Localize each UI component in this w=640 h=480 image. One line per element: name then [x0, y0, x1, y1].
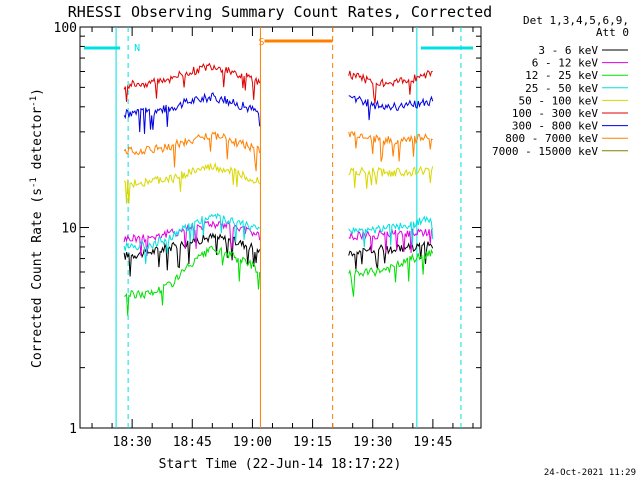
y-axis-label-sup2: -1: [29, 96, 39, 107]
legend-label-7: 800 - 7000 keV: [505, 132, 598, 145]
y-axis-label-end: ): [30, 88, 45, 96]
annotations: NS: [84, 27, 473, 428]
series-line-2: [348, 248, 434, 297]
series-line-4: [348, 165, 434, 189]
legend-label-2: 12 - 25 keV: [525, 69, 598, 82]
plot-frame: [79, 26, 482, 429]
annotation-label-s: S: [258, 37, 264, 48]
series-line-0: [348, 240, 434, 270]
y-axis-label-main: Corrected Count Rate (s: [30, 188, 45, 368]
x-tick-label: 18:45: [173, 435, 212, 450]
series-line-7: [123, 131, 261, 172]
x-tick-label: 19:30: [353, 435, 392, 450]
series-line-3: [348, 215, 434, 248]
x-tick-label: 19:45: [413, 435, 452, 450]
x-axis-label: Start Time (22-Jun-14 18:17:22): [159, 457, 402, 472]
chart-title: RHESSI Observing Summary Count Rates, Co…: [68, 3, 492, 21]
x-tick-label: 19:15: [293, 435, 332, 450]
series-line-5: [123, 62, 261, 102]
series-line-7: [348, 130, 433, 162]
series-line-6: [348, 95, 434, 121]
series-line-5: [348, 69, 433, 104]
series-line-1: [348, 227, 434, 254]
legend-label-6: 300 - 800 keV: [512, 120, 598, 133]
series-line-6: [123, 92, 261, 134]
series-line-3: [123, 212, 260, 264]
legend-header: Det 1,3,4,5,6,9,: [523, 14, 629, 27]
y-tick-label: 100: [54, 21, 77, 36]
legend-header: Att 0: [596, 26, 629, 39]
legend-label-5: 100 - 300 keV: [512, 107, 598, 120]
y-axis: 1 10 100: [54, 21, 481, 437]
legend-label-8: 7000 - 15000 keV: [492, 145, 598, 158]
series-layer: [123, 62, 434, 316]
y-axis-label-mid: detector: [30, 107, 45, 178]
annotation-label-n: N: [134, 43, 140, 54]
legend-label-1: 6 - 12 keV: [532, 57, 599, 70]
series-line-2: [123, 245, 261, 316]
x-tick-label: 18:30: [113, 435, 152, 450]
y-tick-label: 10: [61, 222, 77, 237]
date-stamp: 24-Oct-2021 11:29: [544, 468, 636, 478]
x-tick-label: 19:00: [233, 435, 272, 450]
legend-label-4: 50 - 100 keV: [519, 94, 599, 107]
y-tick-label: 1: [69, 422, 77, 437]
legend-label-0: 3 - 6 keV: [538, 44, 598, 57]
y-axis-label: Corrected Count Rate (s-1 detector-1): [29, 88, 45, 368]
series-line-4: [123, 161, 261, 204]
y-axis-label-sup1: -1: [29, 177, 39, 188]
legend-label-3: 25 - 50 keV: [525, 82, 598, 95]
x-axis: 18:30 18:45 19:00 19:15 19:30 19:45: [91, 27, 474, 450]
